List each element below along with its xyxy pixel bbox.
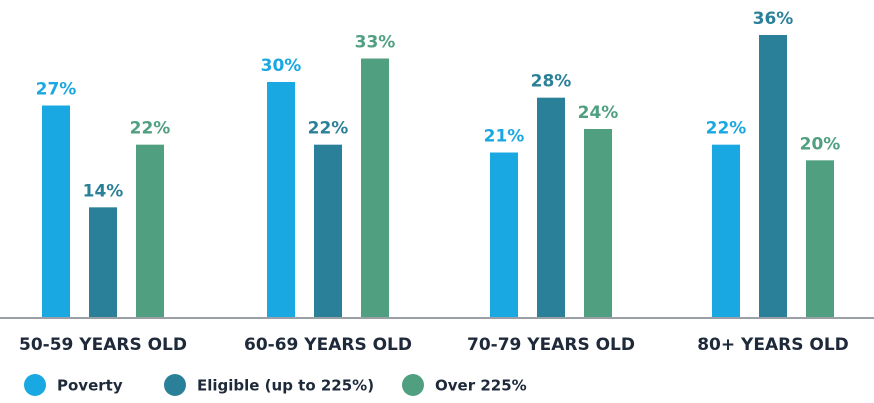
legend-swatch (24, 374, 46, 396)
value-label: 28% (531, 72, 572, 92)
legend-label: Eligible (up to 225%) (197, 377, 374, 395)
value-label: 24% (578, 103, 619, 123)
bar (490, 152, 518, 317)
bar (537, 97, 565, 318)
bar (42, 105, 70, 317)
value-label: 30% (261, 56, 302, 76)
bar (584, 129, 612, 317)
x-tick-label: 70-79 YEARS OLD (467, 335, 635, 355)
value-label: 20% (800, 134, 841, 154)
legend-label: Over 225% (435, 377, 527, 395)
legend-swatch (164, 374, 186, 396)
x-tick-label: 60-69 YEARS OLD (244, 335, 412, 355)
bar (712, 144, 740, 317)
value-label: 27% (36, 80, 77, 100)
value-label: 22% (308, 119, 349, 139)
value-label: 36% (753, 9, 794, 29)
x-tick-label: 50-59 YEARS OLD (19, 335, 187, 355)
value-label: 33% (355, 33, 396, 53)
bar (314, 144, 342, 317)
value-label: 14% (83, 181, 124, 201)
value-label: 21% (484, 127, 525, 147)
value-label: 22% (706, 119, 747, 139)
bar (759, 35, 787, 317)
bar (361, 58, 389, 317)
bar (806, 160, 834, 317)
value-label: 22% (130, 119, 171, 139)
bar (267, 82, 295, 317)
legend-swatch (402, 374, 424, 396)
legend-label: Poverty (57, 377, 123, 395)
x-tick-label: 80+ YEARS OLD (697, 335, 849, 355)
bar (136, 144, 164, 317)
bar (89, 207, 117, 317)
